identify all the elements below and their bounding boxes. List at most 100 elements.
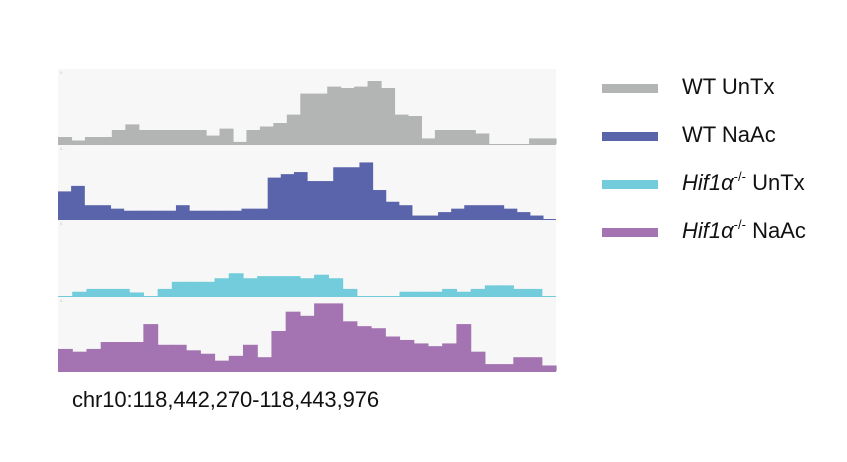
track-wt-naac: 0 - — [58, 145, 556, 220]
coverage-bar — [320, 181, 334, 219]
coverage-bar — [407, 116, 423, 144]
track-hif1a-naac: 0 - — [58, 297, 557, 372]
coverage-bar — [214, 360, 230, 371]
coverage-bar — [246, 130, 261, 144]
coverage-bar — [424, 215, 439, 219]
coverage-bar — [186, 281, 201, 296]
coverage-bar — [499, 285, 514, 296]
coverage-bar — [86, 348, 102, 371]
coverage-bar — [359, 162, 374, 219]
coverage-bar — [490, 205, 505, 219]
coverage-bar — [346, 167, 361, 219]
coverage-bar — [499, 364, 514, 371]
coverage-bar — [438, 212, 452, 219]
coverage-bar — [192, 130, 207, 144]
legend-label: Hif1α-/- NaAc — [682, 218, 806, 244]
coverage-bar — [58, 191, 72, 219]
coverage-bar — [484, 364, 500, 371]
coverage-bar — [470, 288, 486, 296]
coverage-bar — [254, 208, 269, 219]
coverage-bar — [242, 344, 258, 371]
coverage-bar — [58, 137, 73, 144]
coverage-bar — [271, 276, 287, 296]
coverage-bar — [165, 130, 180, 144]
coverage-bar — [354, 86, 369, 144]
coverage-bar — [367, 81, 382, 144]
coverage-bar — [442, 288, 457, 296]
coverage-bar — [215, 210, 229, 219]
coverage-bar — [461, 130, 476, 144]
coverage-bar — [313, 93, 328, 144]
coverage-bar — [470, 351, 486, 371]
coverage-bar — [385, 336, 401, 371]
legend-gene-name: Hif1α — [682, 170, 734, 195]
coverage-bar — [372, 190, 387, 219]
coverage-bar — [484, 285, 500, 296]
coverage-bar — [98, 137, 113, 144]
coverage-bar — [286, 114, 301, 144]
coverage-bar — [273, 123, 288, 144]
coverage-bar — [371, 328, 386, 371]
coverage-bar — [58, 348, 73, 371]
legend-label: WT UnTx — [682, 74, 775, 99]
coverage-bar — [427, 291, 443, 296]
legend-condition: UnTx — [745, 170, 805, 195]
coverage-bar — [421, 138, 436, 144]
coverage-bar — [189, 210, 203, 219]
coverage-bar — [228, 273, 244, 296]
coverage-bar — [529, 138, 544, 144]
coverage-bar — [200, 353, 216, 371]
legend-swatch — [602, 132, 658, 141]
coverage-bar — [123, 210, 138, 219]
coverage-bar — [516, 212, 531, 219]
coverage-bar — [214, 278, 230, 296]
coverage-bar — [157, 288, 173, 296]
coverage-bar — [179, 130, 194, 144]
coverage-bar — [280, 174, 295, 219]
coverage-bar — [149, 210, 164, 219]
coverage-bar — [527, 288, 543, 296]
coverage-bar — [356, 326, 372, 371]
coverage-bar — [399, 339, 415, 371]
coverage-bar — [86, 288, 102, 296]
track-baseline — [58, 219, 556, 220]
track-baseline — [58, 296, 556, 297]
legend-swatch — [602, 84, 658, 93]
coverage-bar — [114, 342, 130, 371]
coverage-bar — [442, 343, 457, 371]
coverage-bar — [542, 138, 557, 144]
legend-label: WT NaAc — [682, 122, 776, 147]
coverage-bar — [342, 321, 358, 371]
coverage-bar — [171, 281, 187, 296]
coverage-bar — [427, 346, 443, 371]
coverage-bar — [381, 88, 396, 144]
coverage-bar — [503, 208, 518, 219]
coverage-bar — [328, 278, 344, 296]
track-baseline — [58, 371, 556, 372]
coverage-bar — [394, 114, 409, 144]
coverage-bar — [152, 130, 167, 144]
legend-genotype-superscript: -/- — [733, 217, 746, 232]
legend-swatch — [602, 228, 658, 237]
coverage-bar — [129, 342, 144, 371]
coverage-bar — [71, 140, 86, 144]
coverage-bar — [202, 210, 216, 219]
coverage-bar — [398, 205, 413, 219]
coverage-bar — [72, 351, 88, 371]
coverage-bar — [285, 311, 301, 371]
coverage-bar — [527, 357, 543, 371]
coverage-bar — [456, 324, 472, 371]
coverage-bar — [513, 288, 529, 296]
coverage-bar — [541, 365, 557, 371]
coverage-bar — [307, 181, 321, 219]
legend-label: Hif1α-/- UnTx — [682, 170, 805, 196]
track-baseline — [58, 144, 556, 145]
coverage-bar — [529, 215, 544, 219]
coverage-bar — [477, 205, 492, 219]
coverage-bar — [327, 86, 342, 144]
track-hif1a-untx: 0 - — [58, 220, 556, 297]
locus-coordinates: chr10:118,442,270-118,443,976 — [72, 387, 379, 412]
legend-gene-name: Hif1α — [682, 218, 734, 243]
coverage-bar — [259, 126, 274, 144]
coverage-bar — [267, 177, 282, 219]
